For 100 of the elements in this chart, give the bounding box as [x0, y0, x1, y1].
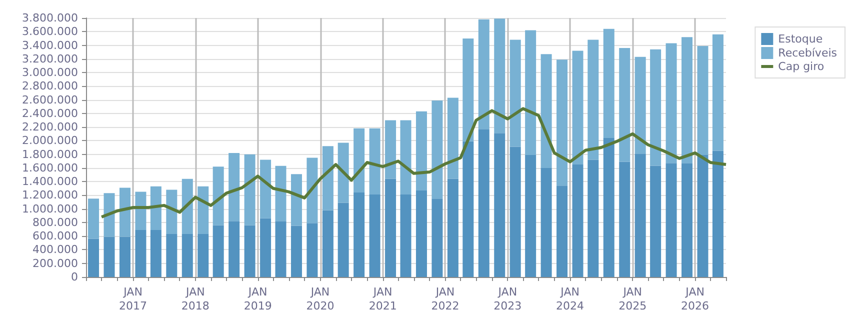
bar [634, 56, 646, 154]
bar [166, 234, 178, 277]
bar [603, 138, 614, 277]
bar [322, 146, 334, 210]
bar [369, 194, 380, 277]
bar [338, 202, 349, 277]
bar [306, 158, 318, 224]
y-tick-label: 2.600.000 [22, 93, 78, 106]
bar [212, 225, 224, 277]
bar [697, 154, 708, 277]
bar [650, 166, 662, 277]
y-tick-label: 1.000.000 [22, 202, 78, 216]
bar [119, 188, 130, 237]
y-tick-label: 1.200.000 [22, 188, 78, 202]
bar [260, 218, 272, 277]
bar [275, 221, 286, 277]
bar [150, 186, 162, 230]
y-tick-label: 3.800.000 [22, 12, 78, 24]
bar [462, 141, 474, 277]
x-tick-label: JAN 2020 [306, 286, 334, 312]
bar [447, 98, 458, 179]
bar [244, 225, 256, 277]
legend-label: Cap giro [778, 60, 824, 73]
y-tick-label: 400.000 [32, 243, 78, 256]
bar [432, 198, 443, 277]
y-tick-label: 800.000 [32, 216, 78, 229]
bar [462, 38, 474, 142]
bar [416, 111, 427, 190]
bar [510, 40, 521, 147]
bar [682, 37, 693, 164]
bar [354, 192, 365, 277]
bar [712, 150, 724, 277]
bar [556, 186, 568, 277]
x-tick-label: JAN 2017 [119, 286, 148, 312]
bar [572, 50, 584, 165]
bar [212, 166, 224, 226]
bar [478, 129, 490, 277]
bar [588, 160, 599, 277]
bar [400, 120, 412, 195]
bar [478, 19, 490, 130]
bar [198, 186, 209, 234]
y-tick-label: 3.000.000 [22, 66, 78, 80]
bar [228, 152, 240, 222]
bar [135, 230, 146, 277]
bar [556, 60, 568, 186]
y-tick-label: 3.600.000 [22, 25, 78, 38]
bar [290, 226, 302, 277]
y-tick-label: 2.000.000 [22, 134, 78, 148]
bar [572, 164, 584, 277]
bar [104, 193, 115, 237]
y-tick-label: 200.000 [32, 256, 78, 270]
bar [135, 192, 146, 230]
y-tick-label: 3.200.000 [22, 52, 78, 66]
y-tick-label: 0 [71, 270, 78, 284]
bar [588, 40, 599, 160]
bar [447, 178, 458, 277]
bar [88, 198, 100, 239]
legend-label: Estoque [778, 32, 823, 46]
x-tick-label: JAN 2024 [556, 286, 584, 312]
y-tick-label: 1.600.000 [22, 161, 78, 174]
bar [385, 178, 396, 277]
bar [619, 162, 630, 277]
bar [354, 128, 365, 192]
bar [603, 28, 614, 138]
y-tick-label: 600.000 [32, 230, 78, 243]
bar [525, 30, 536, 155]
bar [712, 34, 724, 151]
bar [666, 163, 677, 277]
bar [198, 234, 209, 277]
bar [119, 236, 130, 277]
bar [400, 194, 412, 277]
bar [540, 54, 552, 168]
y-tick-label: 1.800.000 [22, 148, 78, 161]
x-tick-label: JAN 2021 [368, 286, 397, 312]
bar [619, 48, 630, 162]
y-tick-label: 1.400.000 [22, 175, 78, 188]
bar [650, 49, 662, 166]
y-tick-label: 2.200.000 [22, 120, 78, 134]
y-tick-label: 2.400.000 [22, 106, 78, 120]
x-tick-label: JAN 2018 [181, 286, 210, 312]
bar [510, 146, 521, 277]
legend-label: Recebíveis [778, 46, 838, 60]
bar [338, 142, 349, 203]
x-tick-label: JAN 2022 [431, 286, 460, 312]
bar [682, 163, 693, 277]
bar [634, 154, 646, 277]
bar [494, 133, 506, 277]
bar [88, 238, 100, 277]
bar [182, 234, 193, 277]
bar [432, 100, 443, 199]
x-tick-label: JAN 2023 [494, 286, 522, 312]
x-tick-label: JAN 2025 [618, 286, 647, 312]
bar [369, 128, 380, 195]
bar [666, 43, 677, 164]
y-tick-label: 3.400.000 [22, 38, 78, 52]
bar [104, 236, 115, 277]
x-tick-label: JAN 2026 [681, 286, 710, 312]
bar [697, 46, 708, 155]
bar [228, 221, 240, 277]
bar [494, 18, 506, 134]
